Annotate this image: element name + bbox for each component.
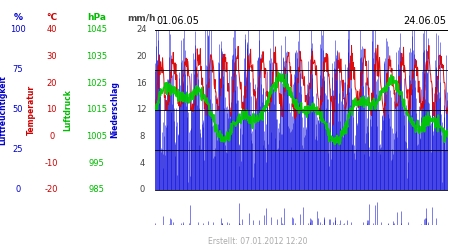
- Text: 24: 24: [136, 26, 147, 35]
- Text: Niederschlag: Niederschlag: [110, 82, 119, 138]
- Text: 01.06.05: 01.06.05: [157, 16, 199, 26]
- Text: hPa: hPa: [87, 14, 106, 22]
- Text: 50: 50: [13, 106, 23, 114]
- Text: 1025: 1025: [86, 79, 107, 88]
- Text: Luftfeuchtigkeit: Luftfeuchtigkeit: [0, 75, 7, 145]
- Text: 12: 12: [136, 106, 147, 114]
- Text: -10: -10: [45, 159, 58, 168]
- Text: 0: 0: [15, 186, 21, 194]
- Text: 25: 25: [13, 146, 23, 154]
- Text: 40: 40: [46, 26, 57, 35]
- Text: 1045: 1045: [86, 26, 107, 35]
- Text: %: %: [14, 14, 22, 22]
- Text: 1015: 1015: [86, 106, 107, 114]
- Text: -20: -20: [45, 186, 58, 194]
- Text: 24.06.05: 24.06.05: [404, 16, 446, 26]
- Text: Erstellt: 07.01.2012 12:20: Erstellt: 07.01.2012 12:20: [208, 237, 307, 246]
- Text: 1005: 1005: [86, 132, 107, 141]
- Text: 1035: 1035: [86, 52, 107, 61]
- Text: Temperatur: Temperatur: [27, 85, 36, 135]
- Text: 0: 0: [49, 132, 54, 141]
- Text: 75: 75: [13, 66, 23, 74]
- Text: 0: 0: [139, 186, 144, 194]
- Text: 20: 20: [136, 52, 147, 61]
- Text: °C: °C: [46, 14, 57, 22]
- Text: 8: 8: [139, 132, 144, 141]
- Text: 16: 16: [136, 79, 147, 88]
- Text: 985: 985: [89, 186, 105, 194]
- Text: 4: 4: [139, 159, 144, 168]
- Text: 30: 30: [46, 52, 57, 61]
- Text: 20: 20: [46, 79, 57, 88]
- Text: 10: 10: [46, 106, 57, 114]
- Text: 100: 100: [10, 26, 26, 35]
- Text: mm/h: mm/h: [127, 14, 156, 22]
- Text: Luftdruck: Luftdruck: [63, 89, 72, 131]
- Text: 995: 995: [89, 159, 104, 168]
